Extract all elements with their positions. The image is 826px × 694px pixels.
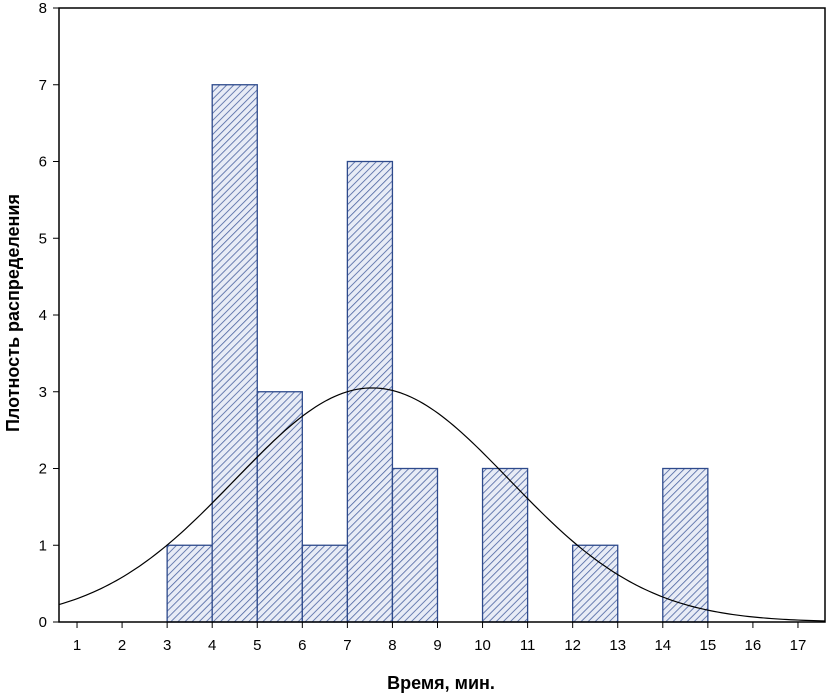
histogram-bar: [391, 467, 439, 623]
x-axis-title: Время, мин.: [387, 673, 495, 693]
y-tick-label: 6: [39, 154, 47, 171]
histogram-bar: [481, 467, 529, 623]
x-tick-label: 12: [564, 637, 581, 654]
histogram-bar: [346, 160, 394, 623]
x-tick-label: 11: [520, 637, 536, 654]
x-tick-label: 8: [388, 637, 396, 654]
x-tick-label: 10: [474, 637, 491, 654]
x-tick-label: 9: [433, 637, 441, 654]
histogram-bar: [301, 544, 349, 623]
x-tick-label: 15: [700, 637, 717, 654]
y-tick-label: 3: [39, 384, 47, 401]
histogram-bar: [572, 544, 619, 623]
histogram-bar: [256, 391, 303, 623]
x-tick-label: 1: [73, 637, 81, 654]
x-tick-label: 17: [790, 637, 807, 654]
y-tick-label: 1: [39, 537, 47, 554]
x-tick-label: 14: [654, 637, 671, 654]
bars-layer: [166, 84, 709, 623]
y-tick-label: 4: [39, 307, 47, 324]
x-tick-label: 13: [609, 637, 626, 654]
x-tick-label: 7: [343, 637, 351, 654]
y-tick-label: 5: [39, 230, 47, 247]
y-axis-ticks: 0 1 2 3 4 5 6 7 8: [39, 0, 59, 631]
y-tick-label: 0: [39, 614, 47, 631]
x-tick-label: 16: [745, 637, 762, 654]
y-tick-label: 2: [39, 461, 47, 478]
histogram-bar: [211, 84, 258, 623]
x-tick-label: 6: [298, 637, 306, 654]
histogram-bar: [662, 467, 709, 623]
x-tick-label: 2: [118, 637, 126, 654]
y-axis-title: Плотность распределения: [3, 194, 23, 432]
x-tick-label: 5: [253, 637, 261, 654]
y-tick-label: 7: [39, 77, 47, 94]
x-axis-ticks: 1 2 3 4 5 6 7 8 9 10 11 12 13 14 15 16 17: [73, 622, 806, 654]
y-tick-label: 8: [39, 0, 47, 17]
x-tick-label: 3: [163, 637, 171, 654]
histogram-bar: [166, 544, 213, 623]
plot-frame: [58, 7, 826, 623]
normal-fit-curve: [58, 387, 826, 622]
x-tick-label: 4: [208, 637, 216, 654]
